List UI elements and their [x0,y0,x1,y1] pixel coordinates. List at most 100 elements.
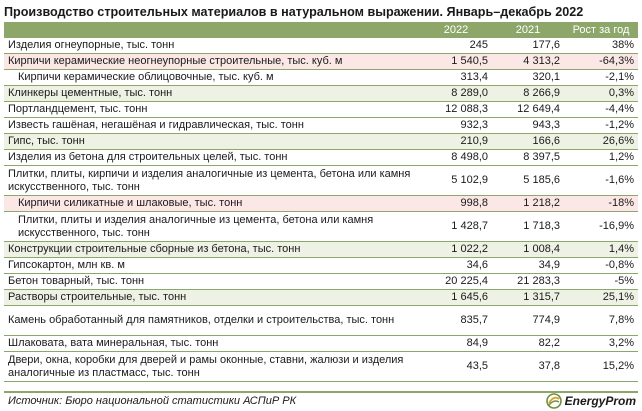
row-name: Плитки, плиты и изделия аналогичные из ц… [18,213,374,239]
row-growth: -1,2% [605,119,634,131]
row-name: Портландцемент, тыс. тонн [8,103,148,115]
row-value-2021: 320,1 [532,71,560,83]
header-2022: 2022 [443,24,469,36]
row-name: Плитки, плиты, кирпичи и изделия аналоги… [8,167,411,193]
row-name: Кирпичи силикатные и шлаковые, тыс. тонн [18,197,243,209]
row-value-2022: 12 088,3 [445,103,488,115]
row-value-2022: 835,7 [460,314,488,326]
row-growth: 26,6% [602,135,634,147]
row-value-2022: 84,9 [466,337,488,349]
row-value-2022: 43,5 [466,360,488,372]
row-value-2021: 8 397,5 [523,151,560,163]
row-value-2022: 20 225,4 [445,275,488,287]
row-value-2021: 37,8 [538,360,560,372]
row-value-2022: 998,8 [460,197,488,209]
row-growth: 0,3% [608,87,634,99]
page-title: Производство строительных материалов в н… [4,5,584,19]
row-growth: -16,9% [599,220,634,232]
table-row: Известь гашёная, негашёная и гидравличес… [4,118,638,134]
row-name: Бетон товарный, тыс. тонн [8,275,145,287]
row-growth: -1,6% [605,174,634,186]
row-growth: 1,4% [608,243,634,255]
row-value-2021: 34,9 [538,259,560,271]
row-growth: 3,2% [608,337,634,349]
header-growth: Рост за год [572,24,630,36]
table-row: Кирпичи силикатные и шлаковые, тыс. тонн… [4,196,638,212]
row-name: Изделия огнеупорные, тыс. тонн [8,39,175,51]
row-value-2022: 1 645,6 [451,291,488,303]
row-value-2021: 21 283,3 [517,275,560,287]
row-name: Известь гашёная, негашёная и гидравличес… [8,119,304,131]
table-row: Портландцемент, тыс. тонн 12 088,3 12 649,… [4,102,638,118]
row-growth: -4,4% [605,103,634,115]
table-row: Плитки, плиты и изделия аналогичные из ц… [4,212,638,242]
row-growth: -2,1% [605,71,634,83]
footer-divider [4,391,638,393]
row-growth: 15,2% [602,360,634,372]
row-name: Растворы строительные, тыс. тонн [8,291,187,303]
row-value-2021: 82,2 [538,337,560,349]
row-name: Гипс, тыс. тонн [8,135,85,147]
row-name: Двери, окна, коробки для дверей и рамы о… [8,353,404,379]
table-row: Клинкеры цементные, тыс. тонн 8 289,0 8 26… [4,86,638,102]
row-value-2022: 1 428,7 [451,220,488,232]
row-growth: 25,1% [602,291,634,303]
row-value-2021: 8 266,9 [523,87,560,99]
table-row: Шлаковата, вата минеральная, тыс. тонн 84… [4,336,638,352]
table-header: 2022 2021 Рост за год [4,22,638,38]
row-growth: -5% [614,275,634,287]
row-growth: -0,8% [605,259,634,271]
row-value-2022: 1 022,2 [451,243,488,255]
row-name: Кирпичи керамические неогнеупорные строи… [8,55,343,67]
table-row: Гипсокартон, млн кв. м 34,6 34,9 -0,8% [4,258,638,274]
row-name: Гипсокартон, млн кв. м [8,259,125,271]
row-value-2022: 313,4 [460,71,488,83]
row-value-2022: 8 498,0 [451,151,488,163]
row-value-2022: 932,3 [460,119,488,131]
header-2021: 2021 [515,24,541,36]
table-row: Плитки, плиты, кирпичи и изделия аналоги… [4,166,638,196]
table-row: Кирпичи керамические неогнеупорные строи… [4,54,638,70]
table-row: Конструкции строительные сборные из бето… [4,242,638,258]
row-value-2021: 774,9 [532,314,560,326]
row-value-2021: 177,6 [532,39,560,51]
row-value-2021: 4 313,2 [523,55,560,67]
row-value-2021: 5 185,6 [523,174,560,186]
row-value-2021: 1 718,3 [523,220,560,232]
row-growth: 7,8% [608,314,634,326]
row-name: Клинкеры цементные, тыс. тонн [8,87,173,99]
table-body: Изделия огнеупорные, тыс. тонн 245 177,6 38… [4,38,638,382]
row-growth: -64,3% [599,55,634,67]
row-value-2021: 1 315,7 [523,291,560,303]
row-value-2022: 8 289,0 [451,87,488,99]
row-value-2022: 210,9 [460,135,488,147]
row-value-2022: 245 [469,39,488,51]
row-value-2021: 166,6 [532,135,560,147]
row-name: Изделия из бетона для строительных целей… [8,151,288,163]
table-row: Бетон товарный, тыс. тонн 20 225,4 21 283,… [4,274,638,290]
row-value-2022: 1 540,5 [451,55,488,67]
row-name: Шлаковата, вата минеральная, тыс. тонн [8,337,219,349]
source-note: Источник: Бюро национальной статистики А… [8,395,297,407]
table-row: Растворы строительные, тыс. тонн 1 645,6 1… [4,290,638,306]
row-value-2022: 34,6 [466,259,488,271]
energyprom-logo: EnergyProm [545,393,636,409]
data-table: 2022 2021 Рост за год Изделия огнеупорны… [4,22,638,382]
header-name [4,22,420,38]
table-row: Изделия из бетона для строительных целей… [4,150,638,166]
table-row: Двери, окна, коробки для дверей и рамы о… [4,352,638,382]
table-row: Изделия огнеупорные, тыс. тонн 245 177,6 38… [4,38,638,54]
table-row: Кирпичи керамические облицовочные, тыс. … [4,70,638,86]
row-value-2021: 1 218,2 [523,197,560,209]
row-value-2021: 943,3 [532,119,560,131]
row-name: Конструкции строительные сборные из бето… [8,243,301,255]
row-name: Камень обработанный для памятников, отде… [8,314,395,326]
footer: Источник: Бюро национальной статистики А… [0,391,642,411]
row-value-2021: 1 008,4 [523,243,560,255]
row-growth: 38% [611,39,634,51]
row-name: Кирпичи керамические облицовочные, тыс. … [18,71,274,83]
table-row: Гипс, тыс. тонн 210,9 166,6 26,6% [4,134,638,150]
row-value-2021: 12 649,4 [517,103,560,115]
logo-icon [545,393,562,409]
